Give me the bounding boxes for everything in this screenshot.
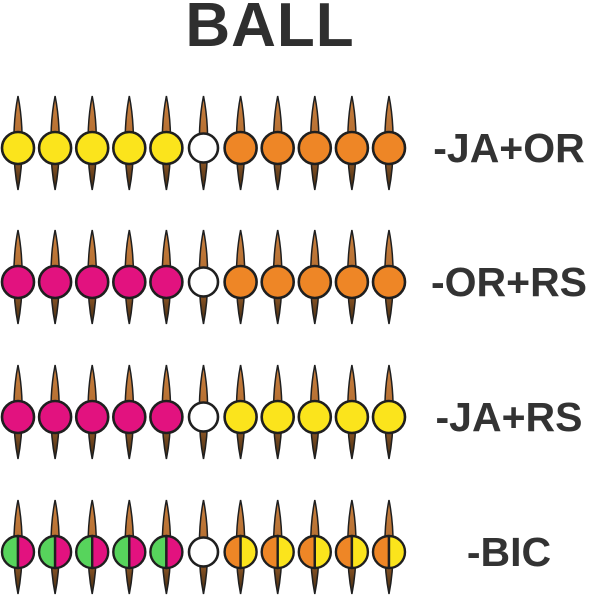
page-title: BALL [185, 0, 355, 60]
pin-ball [0, 399, 36, 435]
ball-right-half [53, 534, 73, 570]
pin-ball [371, 399, 407, 435]
pin-ball [74, 399, 110, 435]
ball-left-half [112, 534, 131, 570]
ball-right-half [387, 534, 407, 570]
ball-right-half [276, 534, 295, 570]
pin-ball [112, 130, 147, 166]
pin-ball [37, 264, 73, 300]
pin-ball [74, 264, 110, 300]
pin-ball [297, 399, 333, 435]
ball-right-half [165, 534, 184, 570]
pin-ball [187, 132, 220, 164]
ball-left-half [149, 534, 168, 570]
pin-ball [37, 399, 73, 435]
ball-left-half [37, 534, 57, 570]
row-label: -JA+RS [435, 394, 583, 440]
pin-ball [187, 266, 220, 298]
ball-right-half [16, 534, 36, 570]
pin-ball [112, 264, 147, 300]
pin-ball [223, 130, 258, 166]
pin-ball [334, 264, 370, 300]
ball-left-half [260, 534, 279, 570]
ball-left-half [297, 534, 316, 570]
ball-right-half [313, 534, 332, 570]
pin-ball [187, 536, 220, 568]
row-label: -JA+OR [433, 125, 585, 171]
pin-ball [297, 130, 333, 166]
pin-row: -OR+RS [0, 227, 600, 327]
pin-ball [0, 264, 36, 300]
ball-left-half [371, 534, 391, 570]
pin-ball [149, 399, 184, 435]
pin-ball [260, 399, 296, 435]
pin-ball [334, 130, 370, 166]
pin-row: -JA+OR [0, 93, 600, 193]
pin-ball [371, 130, 407, 166]
pin-ball [371, 264, 407, 300]
pin-ball [187, 401, 220, 433]
pin-ball [334, 399, 370, 435]
ball-right-half [350, 534, 370, 570]
pin-ball [37, 130, 73, 166]
ball-left-half [223, 534, 242, 570]
pin-ball [297, 264, 333, 300]
ball-left-half [75, 534, 94, 570]
pin-ball [223, 399, 258, 435]
pin-ball [260, 264, 296, 300]
row-label: -BIC [466, 529, 552, 575]
ball-left-half [334, 534, 354, 570]
pin-row: -JA+RS [0, 362, 600, 462]
pin-ball [0, 130, 36, 166]
ball-right-half [91, 534, 110, 570]
pin-ball [149, 264, 184, 300]
ball-right-half [239, 534, 258, 570]
pin-row-graphic [0, 499, 407, 595]
ball-left-half [0, 534, 20, 570]
ball-right-half [128, 534, 147, 570]
pin-ball [149, 130, 184, 166]
pin-row: -BIC [0, 497, 600, 597]
pin-ball [260, 130, 296, 166]
row-label: -OR+RS [430, 259, 588, 305]
pin-row-graphic [0, 95, 407, 191]
pin-ball [223, 264, 258, 300]
pin-ball [112, 399, 147, 435]
pin-row-graphic [0, 364, 407, 460]
pin-row-graphic [0, 229, 407, 325]
pin-ball [74, 130, 110, 166]
